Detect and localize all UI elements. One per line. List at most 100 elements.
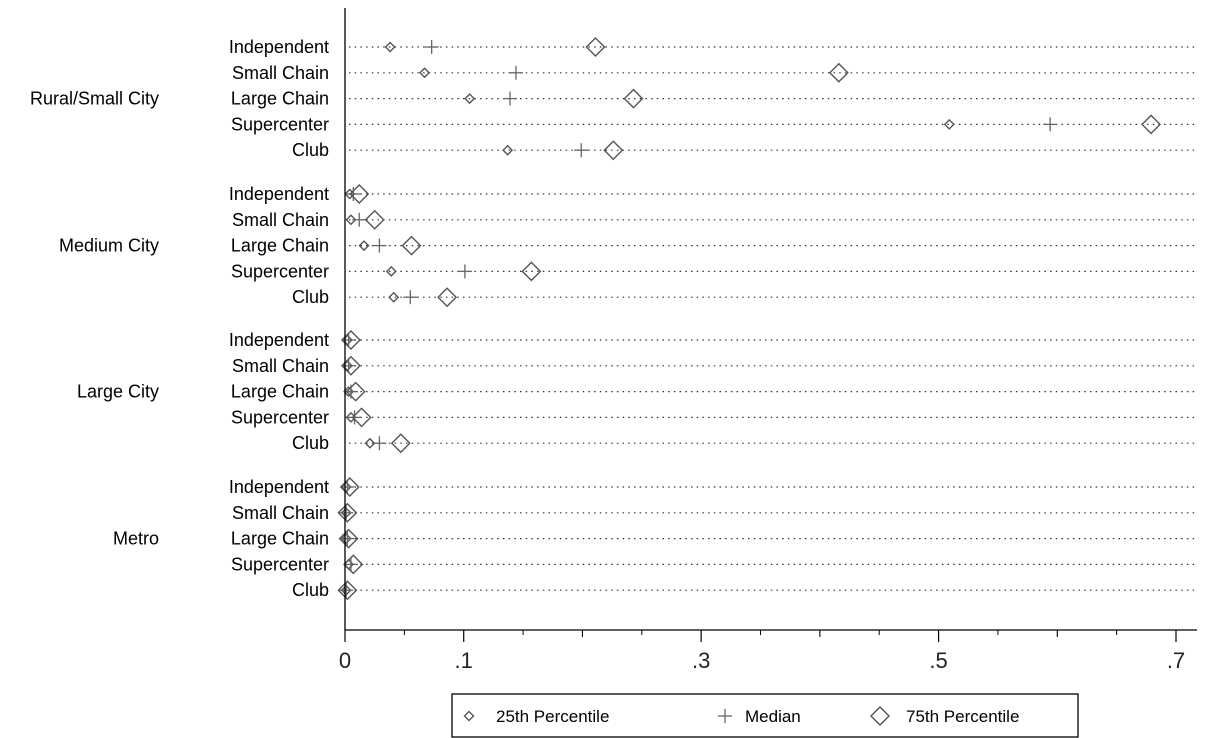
row: Large Chain: [231, 382, 1197, 402]
marker-p25: [358, 240, 370, 252]
row: Supercenter: [231, 407, 1197, 427]
legend-box: [451, 693, 1079, 738]
group-rural-small-city: Rural/Small City Independent Small Chain La…: [30, 37, 1197, 160]
marker-p25: [464, 93, 476, 105]
marker-median: [372, 436, 387, 451]
row-label: Independent: [229, 184, 329, 204]
x-tick-label: 0: [339, 648, 351, 673]
row: Independent: [229, 37, 1197, 57]
row-label: Large Chain: [231, 89, 329, 109]
marker-median: [339, 505, 354, 520]
row: Club: [292, 433, 1197, 453]
x-tick-label: .3: [692, 648, 710, 673]
marker-median: [341, 333, 356, 347]
row-label: Independent: [229, 477, 329, 497]
marker-median: [346, 187, 361, 201]
marker-median: [339, 583, 354, 598]
x-tick-label: .1: [455, 648, 473, 673]
marker-median: [347, 410, 362, 425]
marker-p75: [521, 261, 542, 282]
marker-p25: [384, 41, 396, 53]
marker-median: [340, 531, 355, 546]
marker-p75: [339, 477, 360, 497]
group-label: Large City: [77, 382, 159, 402]
row-label: Club: [292, 287, 329, 307]
row: Supercenter: [231, 114, 1197, 134]
legend-label: Median: [745, 707, 801, 726]
marker-median: [424, 40, 439, 54]
row: Club: [292, 140, 1197, 160]
marker-median: [340, 480, 355, 494]
marker-p75: [345, 381, 366, 402]
marker-median: [508, 65, 523, 80]
legend-label: 25th Percentile: [496, 707, 609, 726]
marker-median: [403, 290, 418, 305]
row: Supercenter: [231, 554, 1197, 574]
row-label: Large Chain: [231, 236, 329, 256]
marker-p25: [364, 437, 376, 449]
legend-label: 75th Percentile: [906, 707, 1019, 726]
marker-p75: [1141, 114, 1162, 135]
row-label: Independent: [229, 330, 329, 350]
row-label: Small Chain: [232, 503, 329, 523]
marker-p25: [502, 144, 514, 156]
row: Small Chain: [232, 63, 1197, 83]
marker-median: [457, 264, 472, 279]
marker-median: [341, 358, 356, 373]
marker-p25: [345, 214, 357, 226]
row: Independent: [229, 477, 1197, 497]
row: Independent: [229, 330, 1197, 350]
marker-p75: [337, 580, 358, 601]
row: Small Chain: [232, 503, 1197, 523]
marker-median: [372, 238, 387, 253]
marker-p75: [338, 528, 359, 549]
row-label: Supercenter: [231, 407, 329, 427]
row: Small Chain: [232, 356, 1197, 376]
row-label: Club: [292, 580, 329, 600]
marker-p75: [401, 235, 422, 256]
legend-marker-p75: [870, 706, 890, 726]
marker-median: [352, 212, 367, 227]
marker-p75: [337, 502, 358, 523]
axes-layer: 0 .1 .3 .5 .7: [339, 8, 1197, 673]
marker-p75: [623, 88, 644, 109]
legend: 25th Percentile Median 75th Percentile: [451, 693, 1079, 738]
row: Small Chain: [232, 210, 1197, 230]
row-label: Small Chain: [232, 63, 329, 83]
row-label: Supercenter: [231, 114, 329, 134]
marker-p25: [943, 118, 955, 130]
row-label: Club: [292, 433, 329, 453]
marker-p75: [351, 407, 372, 428]
row: Supercenter: [231, 261, 1197, 281]
row-label: Small Chain: [232, 210, 329, 230]
group-label: Rural/Small City: [30, 89, 159, 109]
marker-p75: [603, 140, 624, 161]
marker-p75: [349, 184, 370, 204]
marker-p75: [437, 287, 458, 308]
group-metro: Metro Independent Small Chain Large Chain Su…: [113, 477, 1197, 600]
row-label: Large Chain: [231, 382, 329, 402]
legend-marker-p25: [463, 710, 475, 722]
group-large-city: Large City Independent Small Chain Large Ch…: [77, 330, 1197, 453]
marker-p75: [390, 433, 411, 454]
row: Large Chain: [231, 89, 1197, 109]
marker-p75: [364, 209, 385, 230]
marker-p25: [388, 291, 400, 303]
row-label: Large Chain: [231, 529, 329, 549]
marker-p75: [343, 554, 364, 575]
row-label: Supercenter: [231, 261, 329, 281]
x-tick-label: .7: [1167, 648, 1185, 673]
row-label: Club: [292, 140, 329, 160]
row-label: Small Chain: [232, 356, 329, 376]
row: Independent: [229, 184, 1197, 204]
row: Large Chain: [231, 236, 1197, 256]
marker-p25: [385, 265, 397, 277]
marker-median: [1043, 117, 1058, 132]
row: Club: [292, 287, 1197, 307]
row-label: Supercenter: [231, 554, 329, 574]
marker-median: [503, 91, 518, 106]
legend-marker-median: [718, 709, 732, 723]
row-label: Independent: [229, 37, 329, 57]
